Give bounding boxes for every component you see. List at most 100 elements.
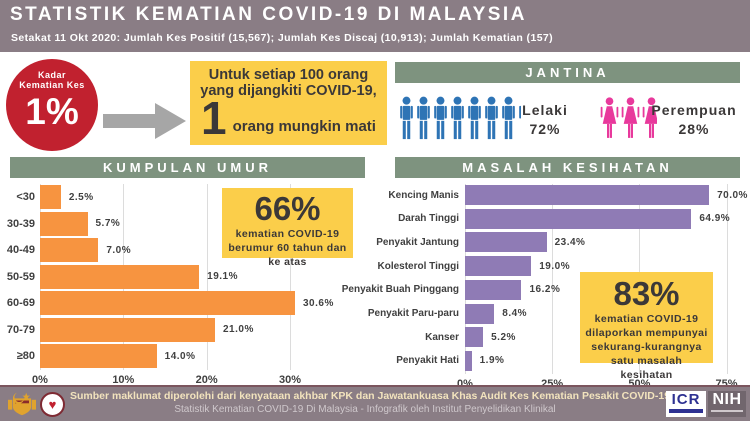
note-figure: 1 orang mungkin mati	[190, 95, 387, 141]
bar	[465, 279, 522, 300]
male-value: 72%	[529, 121, 561, 137]
chart-gridline	[726, 184, 728, 374]
bar	[465, 350, 472, 371]
section-title-text: KUMPULAN UMUR	[103, 160, 272, 175]
x-axis-tick: 10%	[112, 373, 135, 386]
category-label: <30	[16, 191, 35, 203]
category-label: Kolesterol Tinggi	[377, 260, 460, 272]
icr-logo-text: ICR	[671, 391, 701, 408]
footer-source-line: Sumber maklumat diperolehi dari kenyataa…	[70, 390, 671, 402]
case-fatality-rate-badge: Kadar Kematian Kes 1%	[6, 59, 98, 151]
nih-logo: NIH	[708, 391, 746, 417]
health-highlight-box: 83% kematian COVID-19 dilaporkan mempuny…	[580, 272, 713, 381]
age-highlight-text: kematian COVID-19 berumur 60 tahun dan k…	[228, 228, 347, 268]
male-person-icon	[399, 95, 414, 141]
health-highlight-text: kematian COVID-19 dilaporkan mempunyai s…	[585, 313, 708, 381]
category-label: 50-59	[6, 270, 35, 283]
female-person-icon	[621, 95, 640, 141]
category-label: ≥80	[16, 350, 35, 362]
male-person-icon	[484, 95, 499, 141]
bar	[40, 344, 157, 368]
bar-value-label: 23.4%	[554, 236, 586, 248]
bar-value-label: 2.5%	[68, 191, 94, 203]
chart-gridline	[290, 184, 291, 370]
female-stat: Perempuan 28%	[650, 101, 738, 139]
bar	[40, 238, 99, 262]
bar-value-label: 19.1%	[207, 271, 239, 282]
bar-value-label: 8.4%	[502, 308, 528, 319]
female-label: Perempuan	[651, 102, 737, 118]
bar	[465, 232, 547, 253]
kkm-heart-logo: ♥	[40, 392, 65, 417]
category-label: Penyakit Jantung	[376, 236, 459, 248]
rate-value: 1%	[25, 91, 79, 132]
bar-value-label: 1.9%	[479, 355, 505, 367]
section-title-text: JANTINA	[525, 65, 610, 80]
section-title-jantina: JANTINA	[395, 62, 740, 83]
category-label: 70-79	[6, 323, 35, 336]
footer: ♥ Sumber maklumat diperolehi dari kenyat…	[0, 385, 750, 421]
age-highlight-box: 66% kematian COVID-19 berumur 60 tahun d…	[222, 188, 353, 268]
nih-logo-text: NIH	[712, 391, 742, 408]
female-icons-group	[600, 95, 659, 142]
bar-value-label: 70.0%	[717, 189, 748, 201]
bar-value-label: 5.7%	[95, 218, 121, 229]
x-axis-tick: 0%	[32, 373, 48, 386]
male-person-icon	[467, 95, 482, 141]
rate-label: Kadar	[37, 70, 66, 80]
bar	[465, 327, 484, 348]
chart-gridline	[552, 184, 554, 374]
section-title-health-problems: MASALAH KESIHATAN	[395, 157, 740, 178]
page-subtitle: Setakat 11 Okt 2020: Jumlah Kes Positif …	[11, 32, 554, 44]
male-person-icon	[501, 95, 516, 141]
health-problems-bar-chart: 0% 25% 50% 75% Kencing Manis 70.0% Darah Tingg…	[341, 184, 750, 390]
rate-label: Kematian Kes	[19, 80, 85, 90]
bar	[40, 291, 295, 315]
nih-logo-bar	[711, 410, 743, 412]
male-stat: Lelaki 72%	[521, 101, 569, 139]
category-label: Penyakit Buah Pinggang	[341, 284, 459, 296]
male-person-icon	[450, 95, 465, 141]
malaysia-coat-of-arms-logo	[8, 392, 36, 416]
category-label: Kanser	[425, 331, 459, 343]
bar-value-label: 21.0%	[223, 324, 254, 335]
x-axis-tick: 30%	[278, 373, 302, 386]
male-icons-group	[399, 95, 523, 142]
bar-value-label: 64.9%	[699, 213, 731, 225]
page-title: STATISTIK KEMATIAN COVID-19 DI MALAYSIA	[10, 4, 527, 25]
female-person-icon	[642, 95, 658, 141]
category-label: Darah Tinggi	[398, 213, 459, 225]
bar-value-label: 5.2%	[491, 331, 516, 343]
bar-value-label: 14.0%	[164, 350, 196, 362]
section-title-text: MASALAH KESIHATAN	[462, 160, 673, 175]
age-highlight-value: 66%	[254, 190, 321, 227]
icr-logo-bar	[669, 409, 703, 413]
bar	[40, 317, 215, 342]
fatality-note-box: Untuk setiap 100 orang yang dijangkiti C…	[190, 61, 387, 145]
bar	[40, 211, 88, 236]
arrow-right-icon	[103, 103, 186, 139]
bar-value-label: 30.6%	[303, 297, 334, 309]
note-tail-text: orang mungkin mati	[232, 118, 376, 135]
bar	[465, 303, 495, 324]
section-title-age-group: KUMPULAN UMUR	[10, 157, 365, 178]
category-label: Penyakit Paru-paru	[367, 308, 459, 319]
male-person-icon	[433, 95, 448, 141]
note-text: Untuk setiap 100 orang	[208, 67, 369, 83]
x-axis-tick: 20%	[195, 373, 218, 386]
note-big-number: 1	[201, 92, 227, 144]
category-label: 30-39	[6, 217, 35, 230]
age-group-bar-chart: 0% 10% 20% 30% <30 2.5% 30-39 5.7% 40-49 7.0% 50-5…	[0, 184, 375, 389]
bar	[40, 185, 61, 209]
health-highlight-value: 83%	[613, 275, 680, 312]
female-person-icon	[600, 95, 619, 141]
male-person-icon	[518, 95, 521, 141]
bar-value-label: 16.2%	[529, 284, 561, 296]
category-label: 40-49	[6, 244, 35, 256]
icr-logo: ICR	[666, 391, 706, 417]
heart-icon: ♥	[48, 397, 57, 412]
footer-credit-line: Statistik Kematian COVID-19 Di Malaysia …	[174, 404, 556, 415]
category-label: Penyakit Hati	[396, 355, 459, 367]
bar-value-label: 19.0%	[539, 260, 571, 272]
